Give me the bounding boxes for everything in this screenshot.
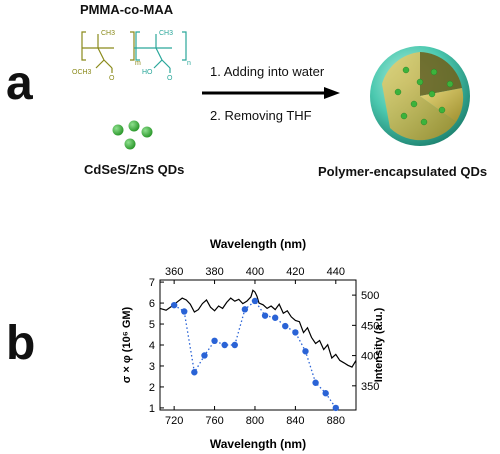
cross-section-point <box>271 314 279 321</box>
top-axis-title: Wavelength (nm) <box>210 237 306 251</box>
cross-section-point <box>241 306 249 313</box>
top-tick-label: 360 <box>165 266 183 278</box>
structure-sub-m: m <box>135 60 141 67</box>
quantum-dot <box>446 80 454 88</box>
structure-left-group: OCH3 <box>72 69 92 76</box>
structure-o-right: O <box>167 75 173 82</box>
left-tick-label: 5 <box>149 319 155 331</box>
left-axis: 1 2 3 4 5 6 7 <box>149 277 164 415</box>
quantum-dot <box>400 112 408 120</box>
cross-section-point <box>201 352 208 359</box>
top-tick-label: 440 <box>327 266 345 278</box>
left-tick-label: 2 <box>149 382 155 394</box>
panel-a-letter: a <box>6 57 33 110</box>
quantum-dot <box>124 138 136 150</box>
quantum-dot <box>112 124 124 136</box>
cross-section-point <box>181 308 188 315</box>
bottom-tick-label: 880 <box>327 415 345 427</box>
right-tick-label: 350 <box>361 381 379 393</box>
left-tick-label: 3 <box>149 361 155 373</box>
bottom-axis: 720 760 800 840 880 <box>165 406 345 427</box>
cross-section-point <box>170 301 178 309</box>
quantum-dot <box>430 68 438 76</box>
step-2-label: 2. Removing THF <box>210 108 312 123</box>
top-tick-label: 380 <box>205 266 223 278</box>
right-tick-label: 500 <box>361 290 379 302</box>
structure-ch3-right: CH3 <box>159 30 173 37</box>
cross-section-point <box>231 341 238 349</box>
bottom-tick-label: 800 <box>246 415 264 427</box>
bottom-tick-label: 720 <box>165 415 183 427</box>
bottom-tick-label: 760 <box>205 415 223 427</box>
left-axis-title: σ × φ (10⁶ GM) <box>121 306 133 383</box>
step-1-label: 1. Adding into water <box>210 64 325 79</box>
cross-section-dotted-line <box>173 300 337 409</box>
polymer-name: PMMA-co-MAA <box>80 2 174 17</box>
right-tick-label: 400 <box>361 351 379 363</box>
quantum-dot <box>416 78 424 86</box>
structure-o-left: O <box>109 75 115 82</box>
cross-section-point <box>302 348 309 355</box>
quantum-dot <box>410 100 418 108</box>
left-tick-label: 1 <box>149 403 155 415</box>
quantum-dot <box>128 120 140 132</box>
cross-section-point <box>282 322 289 330</box>
right-tick-label: 450 <box>361 320 379 332</box>
structure-sub-n: n <box>187 60 191 67</box>
cross-section-point <box>211 337 218 345</box>
qd-label: CdSeS/ZnS QDs <box>84 162 185 177</box>
quantum-dot <box>394 88 402 96</box>
top-tick-label: 420 <box>286 266 304 278</box>
bottom-axis-title: Wavelength (nm) <box>210 437 306 451</box>
intensity-line <box>159 289 357 368</box>
quantum-dot <box>428 90 436 98</box>
right-axis: 350 400 450 500 <box>352 290 379 393</box>
reaction-arrow <box>202 87 340 99</box>
left-tick-label: 7 <box>149 277 155 289</box>
cross-section-point <box>191 369 198 376</box>
cross-section-point <box>312 379 319 386</box>
quantum-dot <box>141 126 153 138</box>
cross-section-point <box>251 297 259 305</box>
panel-b-letter: b <box>6 317 36 370</box>
structure-left-unit <box>81 31 135 73</box>
encapsulated-qd-sphere <box>370 46 470 146</box>
structure-right-group: HO <box>142 69 153 76</box>
cross-section-point <box>332 404 339 412</box>
cross-section-point <box>261 312 269 319</box>
quantum-dot <box>402 66 410 74</box>
structure-ch3-left: CH3 <box>101 30 115 37</box>
bottom-tick-label: 840 <box>286 415 304 427</box>
quantum-dot <box>420 118 428 126</box>
structure-right-unit <box>134 31 187 73</box>
cross-section-point <box>322 390 329 397</box>
chart: 360 380 400 420 440 720 760 800 840 880 1234567 … <box>121 237 385 451</box>
cross-section-point <box>292 329 299 336</box>
polymer-structure: CH3 CH3 m n OCH3 O HO O <box>72 30 191 82</box>
top-tick-label: 400 <box>246 266 264 278</box>
cross-section-point <box>221 341 228 349</box>
quantum-dots-cluster <box>112 120 153 150</box>
top-axis: 360 380 400 420 440 <box>165 266 345 284</box>
series-layer <box>159 289 357 412</box>
right-axis-title: Intensity (a.u.) <box>373 307 385 382</box>
quantum-dot <box>438 106 446 114</box>
left-tick-label: 4 <box>149 340 155 352</box>
left-tick-label: 6 <box>149 298 155 310</box>
product-label: Polymer-encapsulated QDs <box>318 164 488 179</box>
